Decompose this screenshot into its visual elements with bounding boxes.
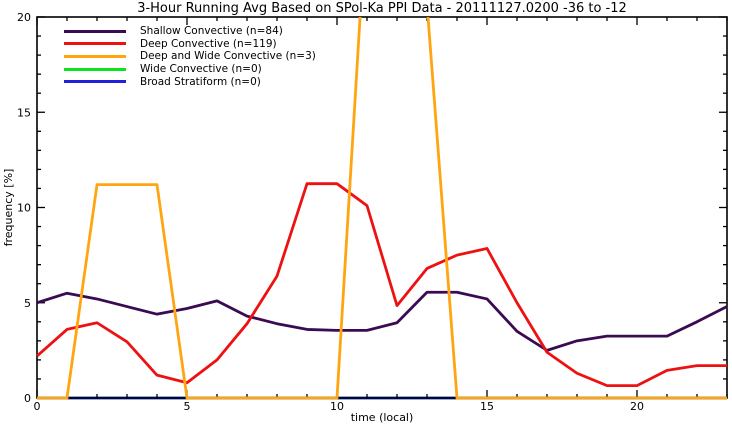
y-tick-label: 15: [17, 106, 31, 119]
y-tick-label: 5: [24, 297, 31, 310]
y-tick-label: 0: [24, 392, 31, 405]
y-tick-label: 20: [17, 11, 31, 24]
x-tick-label: 20: [630, 400, 644, 413]
tick-labels: 0 5 10 15 20 0 5 10 15 20: [17, 11, 644, 413]
legend-item: Deep Convective (n=119): [64, 38, 316, 51]
x-tick-label: 5: [184, 400, 191, 413]
legend-swatch: [64, 54, 126, 58]
legend-item: Shallow Convective (n=84): [64, 25, 316, 38]
legend-label: Shallow Convective (n=84): [140, 25, 283, 38]
legend-item: Wide Convective (n=0): [64, 63, 316, 76]
y-axis-label: frequency [%]: [2, 168, 15, 247]
legend-label: Broad Stratiform (n=0): [140, 75, 261, 88]
y-tick-label: 10: [17, 202, 31, 215]
legend-swatch: [64, 67, 126, 71]
legend-label: Deep Convective (n=119): [140, 37, 277, 50]
legend-swatch: [64, 80, 126, 84]
x-tick-label: 10: [330, 400, 344, 413]
legend-swatch: [64, 42, 126, 46]
series-line-0: [36, 290, 728, 352]
legend-item: Broad Stratiform (n=0): [64, 75, 316, 88]
series-line-1: [36, 182, 727, 388]
series-lines: [36, 17, 728, 400]
legend-swatch: [64, 29, 126, 33]
legend-label: Wide Convective (n=0): [140, 63, 262, 76]
series-line-2: [37, 17, 727, 400]
legend: Shallow Convective (n=84) Deep Convective…: [64, 25, 316, 88]
chart-title: 3-Hour Running Avg Based on SPol-Ka PPI …: [137, 1, 627, 16]
x-axis-label: time (local): [350, 411, 414, 424]
legend-label: Deep and Wide Convective (n=3): [140, 50, 316, 63]
x-tick-label: 0: [34, 400, 41, 413]
x-tick-label: 15: [480, 400, 494, 413]
legend-item: Deep and Wide Convective (n=3): [64, 50, 316, 63]
